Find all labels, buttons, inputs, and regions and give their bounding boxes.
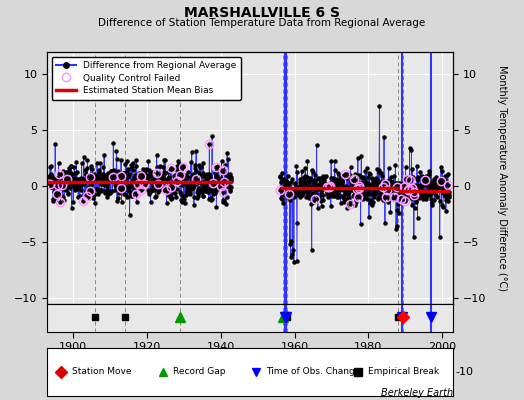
Text: Time of Obs. Change: Time of Obs. Change (267, 368, 361, 376)
Legend: Difference from Regional Average, Quality Control Failed, Estimated Station Mean: Difference from Regional Average, Qualit… (52, 56, 241, 100)
Text: Difference of Station Temperature Data from Regional Average: Difference of Station Temperature Data f… (99, 18, 425, 28)
Text: Berkeley Earth: Berkeley Earth (381, 388, 453, 398)
Y-axis label: Monthly Temperature Anomaly Difference (°C): Monthly Temperature Anomaly Difference (… (497, 65, 507, 291)
Text: -10: -10 (456, 367, 474, 377)
Text: Record Gap: Record Gap (173, 368, 225, 376)
Text: MARSHALLVILLE 6 S: MARSHALLVILLE 6 S (184, 6, 340, 20)
Text: Station Move: Station Move (71, 368, 131, 376)
Text: Empirical Break: Empirical Break (368, 368, 439, 376)
